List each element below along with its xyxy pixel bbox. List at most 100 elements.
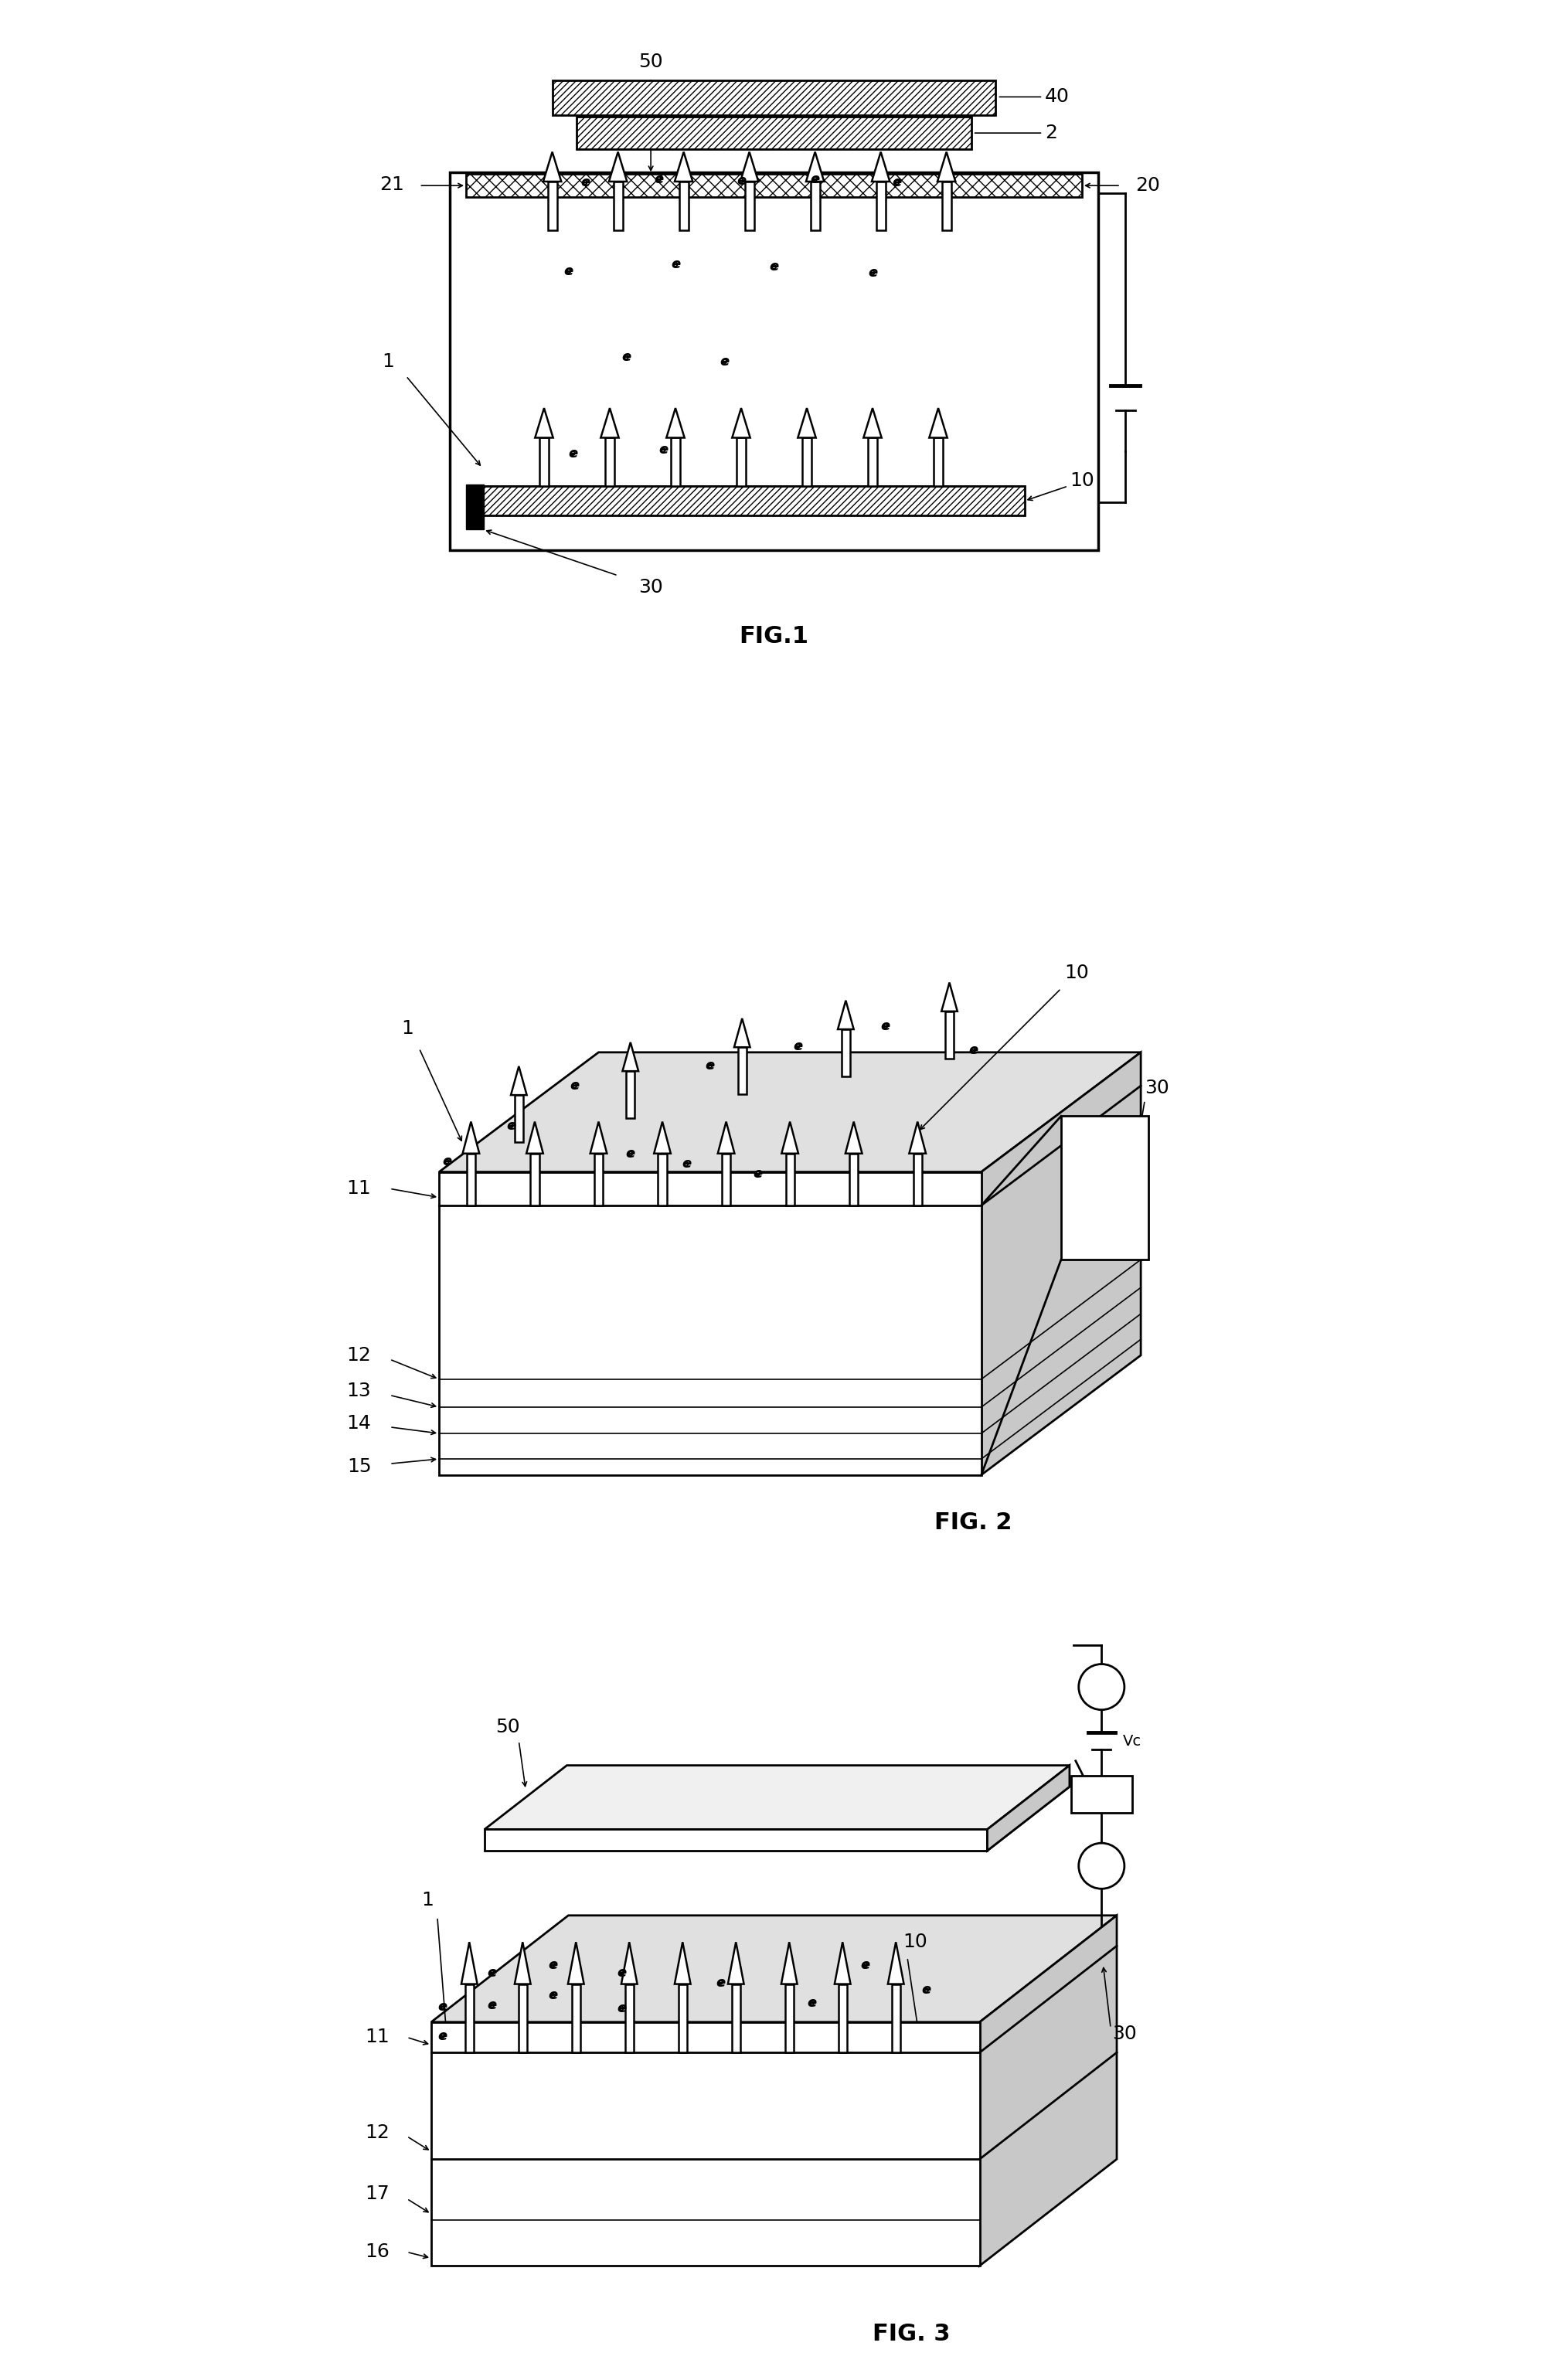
Polygon shape: [625, 1985, 633, 2052]
Circle shape: [796, 1045, 800, 1047]
Text: Ie: Ie: [1094, 1680, 1108, 1695]
Circle shape: [619, 2006, 624, 2011]
Text: 12: 12: [365, 2123, 390, 2142]
Polygon shape: [466, 1154, 475, 1204]
Text: e: e: [488, 1999, 497, 2011]
Polygon shape: [872, 152, 890, 181]
Polygon shape: [514, 1095, 523, 1142]
Polygon shape: [653, 1121, 670, 1154]
Text: FIG. 3: FIG. 3: [872, 2323, 950, 2347]
Bar: [483, 486, 1025, 516]
Text: 11: 11: [365, 2028, 390, 2047]
Polygon shape: [797, 407, 816, 438]
Polygon shape: [485, 1766, 1070, 1830]
Polygon shape: [785, 1985, 794, 2052]
Polygon shape: [909, 1121, 926, 1154]
Text: 10: 10: [1070, 471, 1094, 490]
Text: Vps: Vps: [1088, 1787, 1115, 1802]
Circle shape: [656, 176, 661, 181]
Circle shape: [624, 355, 628, 359]
Polygon shape: [732, 1985, 740, 2052]
Text: Ips: Ips: [1093, 1859, 1111, 1873]
Polygon shape: [892, 1985, 899, 2052]
Text: e: e: [670, 257, 680, 271]
Text: e: e: [438, 1999, 447, 2013]
Polygon shape: [539, 438, 548, 486]
Polygon shape: [536, 407, 553, 438]
Circle shape: [619, 1971, 624, 1975]
Polygon shape: [728, 1942, 745, 1985]
Circle shape: [718, 1980, 723, 1985]
Polygon shape: [667, 407, 684, 438]
Text: 10: 10: [902, 1933, 927, 1952]
Bar: [1060, 1116, 1149, 1259]
Circle shape: [584, 181, 587, 183]
Polygon shape: [834, 1942, 850, 1985]
Polygon shape: [485, 1787, 1070, 1852]
Polygon shape: [782, 1121, 799, 1154]
Bar: [1071, 1775, 1132, 1814]
Circle shape: [567, 269, 571, 274]
Polygon shape: [622, 1042, 638, 1071]
Text: e: e: [438, 2028, 447, 2042]
Polygon shape: [734, 1019, 751, 1047]
Polygon shape: [842, 1028, 850, 1076]
Text: 30: 30: [638, 578, 663, 597]
Text: e: e: [580, 176, 590, 190]
Circle shape: [673, 262, 678, 267]
Text: 2: 2: [975, 124, 1057, 143]
Text: 20: 20: [1135, 176, 1159, 195]
Circle shape: [810, 2002, 814, 2004]
Polygon shape: [461, 1942, 477, 1985]
Text: 30: 30: [1111, 2025, 1136, 2042]
Circle shape: [551, 1964, 554, 1966]
Circle shape: [628, 1152, 633, 1154]
Text: 10: 10: [1065, 964, 1090, 983]
Polygon shape: [938, 152, 955, 181]
Polygon shape: [608, 152, 627, 181]
Bar: [553, 81, 995, 114]
Polygon shape: [850, 1154, 858, 1204]
Polygon shape: [675, 152, 692, 181]
Text: e: e: [921, 1983, 930, 1997]
Polygon shape: [782, 1942, 797, 1985]
Text: e: e: [655, 171, 664, 186]
Text: e: e: [563, 264, 573, 278]
Polygon shape: [670, 438, 680, 486]
Polygon shape: [785, 1154, 794, 1204]
Text: e: e: [720, 355, 729, 369]
Circle shape: [1079, 1664, 1124, 1709]
Polygon shape: [721, 1154, 731, 1204]
Text: e: e: [488, 1966, 497, 1980]
Text: e: e: [706, 1059, 715, 1073]
Text: e: e: [969, 1042, 978, 1057]
Text: 40: 40: [1000, 88, 1070, 107]
Text: FIG. 2: FIG. 2: [935, 1511, 1012, 1535]
Text: e: e: [793, 1040, 803, 1052]
Text: e: e: [737, 174, 746, 188]
Circle shape: [571, 452, 574, 455]
Text: e: e: [681, 1157, 690, 1171]
Circle shape: [446, 1159, 449, 1164]
Polygon shape: [511, 1066, 526, 1095]
Polygon shape: [568, 1942, 584, 1985]
Polygon shape: [680, 181, 689, 231]
Circle shape: [895, 181, 899, 183]
Polygon shape: [845, 1121, 862, 1154]
Polygon shape: [627, 1071, 635, 1119]
Text: e: e: [810, 171, 820, 186]
Circle shape: [813, 176, 817, 181]
Polygon shape: [868, 438, 878, 486]
Polygon shape: [802, 438, 811, 486]
Polygon shape: [621, 1942, 638, 1985]
Polygon shape: [613, 181, 622, 231]
Text: e: e: [808, 1997, 817, 2011]
Polygon shape: [864, 407, 881, 438]
Text: 1: 1: [382, 352, 395, 371]
Text: 16: 16: [365, 2242, 390, 2261]
Text: e: e: [881, 1019, 890, 1033]
Text: e: e: [618, 1966, 627, 1980]
Polygon shape: [807, 152, 824, 181]
Polygon shape: [605, 438, 615, 486]
Polygon shape: [531, 1154, 539, 1204]
